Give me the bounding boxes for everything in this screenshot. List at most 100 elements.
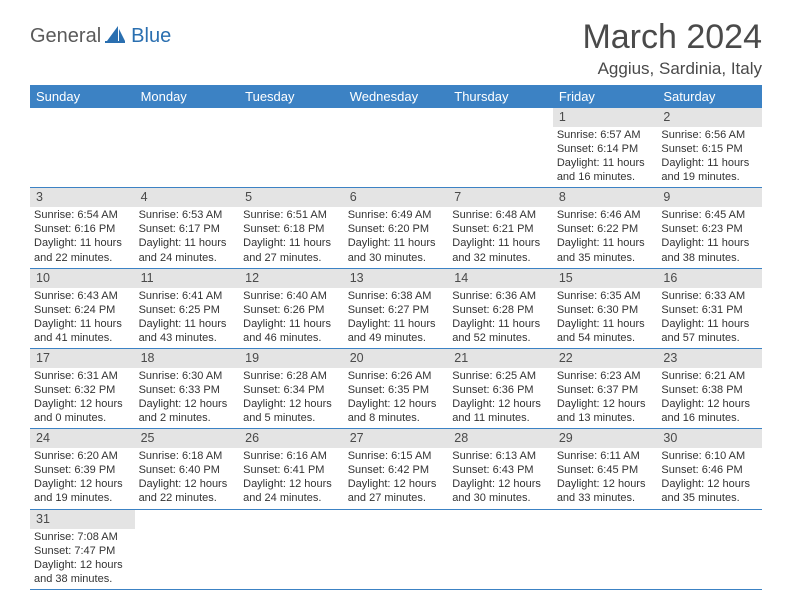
day-number-empty: [344, 510, 449, 529]
day-number: 3: [30, 188, 135, 207]
sunrise-line: Sunrise: 6:36 AM: [452, 289, 549, 303]
day2-line: and 54 minutes.: [557, 331, 654, 345]
day1-line: Daylight: 11 hours: [348, 317, 445, 331]
day-info: Sunrise: 6:30 AMSunset: 6:33 PMDaylight:…: [135, 368, 240, 428]
day2-line: and 35 minutes.: [557, 251, 654, 265]
day1-line: Daylight: 12 hours: [452, 477, 549, 491]
sunset-line: Sunset: 6:43 PM: [452, 463, 549, 477]
sunrise-line: Sunrise: 6:10 AM: [661, 449, 758, 463]
day-number: 4: [135, 188, 240, 207]
day-number-empty: [30, 108, 135, 127]
calendar-cell: 12Sunrise: 6:40 AMSunset: 6:26 PMDayligh…: [239, 268, 344, 348]
day-number: 13: [344, 269, 449, 288]
day2-line: and 52 minutes.: [452, 331, 549, 345]
day-number: 19: [239, 349, 344, 368]
day-number: 23: [657, 349, 762, 368]
day1-line: Daylight: 11 hours: [243, 236, 340, 250]
calendar-cell: 21Sunrise: 6:25 AMSunset: 6:36 PMDayligh…: [448, 348, 553, 428]
calendar-cell: [344, 509, 449, 589]
day-number-empty: [135, 510, 240, 529]
day1-line: Daylight: 12 hours: [243, 397, 340, 411]
day-number: 29: [553, 429, 658, 448]
day-info: Sunrise: 6:46 AMSunset: 6:22 PMDaylight:…: [553, 207, 658, 267]
calendar-cell: [135, 108, 240, 188]
day2-line: and 19 minutes.: [34, 491, 131, 505]
sunset-line: Sunset: 6:31 PM: [661, 303, 758, 317]
day-info: Sunrise: 6:31 AMSunset: 6:32 PMDaylight:…: [30, 368, 135, 428]
calendar-cell: 14Sunrise: 6:36 AMSunset: 6:28 PMDayligh…: [448, 268, 553, 348]
day-number: 17: [30, 349, 135, 368]
sunset-line: Sunset: 6:42 PM: [348, 463, 445, 477]
calendar-cell: 30Sunrise: 6:10 AMSunset: 6:46 PMDayligh…: [657, 429, 762, 509]
day-number: 25: [135, 429, 240, 448]
day-info: Sunrise: 6:15 AMSunset: 6:42 PMDaylight:…: [344, 448, 449, 508]
calendar-cell: 31Sunrise: 7:08 AMSunset: 7:47 PMDayligh…: [30, 509, 135, 589]
day-number: 30: [657, 429, 762, 448]
calendar-cell: 20Sunrise: 6:26 AMSunset: 6:35 PMDayligh…: [344, 348, 449, 428]
sunrise-line: Sunrise: 6:16 AM: [243, 449, 340, 463]
day2-line: and 33 minutes.: [557, 491, 654, 505]
calendar-cell: 22Sunrise: 6:23 AMSunset: 6:37 PMDayligh…: [553, 348, 658, 428]
day2-line: and 43 minutes.: [139, 331, 236, 345]
day1-line: Daylight: 12 hours: [139, 397, 236, 411]
sunrise-line: Sunrise: 6:25 AM: [452, 369, 549, 383]
day1-line: Daylight: 11 hours: [661, 156, 758, 170]
sunrise-line: Sunrise: 6:15 AM: [348, 449, 445, 463]
day-info: Sunrise: 6:18 AMSunset: 6:40 PMDaylight:…: [135, 448, 240, 508]
day1-line: Daylight: 12 hours: [34, 397, 131, 411]
sunrise-line: Sunrise: 6:41 AM: [139, 289, 236, 303]
day-number: 7: [448, 188, 553, 207]
day2-line: and 8 minutes.: [348, 411, 445, 425]
day1-line: Daylight: 12 hours: [139, 477, 236, 491]
day-info: Sunrise: 6:21 AMSunset: 6:38 PMDaylight:…: [657, 368, 762, 428]
day-number: 1: [553, 108, 658, 127]
month-title: March 2024: [582, 18, 762, 57]
day-info: Sunrise: 6:56 AMSunset: 6:15 PMDaylight:…: [657, 127, 762, 187]
day1-line: Daylight: 12 hours: [557, 397, 654, 411]
sunrise-line: Sunrise: 6:35 AM: [557, 289, 654, 303]
dayname: Monday: [135, 85, 240, 108]
day1-line: Daylight: 11 hours: [139, 317, 236, 331]
day2-line: and 24 minutes.: [139, 251, 236, 265]
day-info: Sunrise: 6:26 AMSunset: 6:35 PMDaylight:…: [344, 368, 449, 428]
calendar-cell: 9Sunrise: 6:45 AMSunset: 6:23 PMDaylight…: [657, 188, 762, 268]
calendar-cell: 13Sunrise: 6:38 AMSunset: 6:27 PMDayligh…: [344, 268, 449, 348]
sunset-line: Sunset: 6:18 PM: [243, 222, 340, 236]
calendar-week: 10Sunrise: 6:43 AMSunset: 6:24 PMDayligh…: [30, 268, 762, 348]
day2-line: and 11 minutes.: [452, 411, 549, 425]
sunrise-line: Sunrise: 6:45 AM: [661, 208, 758, 222]
sunrise-line: Sunrise: 6:48 AM: [452, 208, 549, 222]
day2-line: and 16 minutes.: [557, 170, 654, 184]
day2-line: and 22 minutes.: [34, 251, 131, 265]
calendar-cell: 5Sunrise: 6:51 AMSunset: 6:18 PMDaylight…: [239, 188, 344, 268]
day-number: 22: [553, 349, 658, 368]
calendar-cell: 24Sunrise: 6:20 AMSunset: 6:39 PMDayligh…: [30, 429, 135, 509]
day2-line: and 38 minutes.: [34, 572, 131, 586]
sunset-line: Sunset: 6:32 PM: [34, 383, 131, 397]
day1-line: Daylight: 11 hours: [452, 236, 549, 250]
dayname: Thursday: [448, 85, 553, 108]
day-number: 16: [657, 269, 762, 288]
day-info: Sunrise: 6:41 AMSunset: 6:25 PMDaylight:…: [135, 288, 240, 348]
sunset-line: Sunset: 6:35 PM: [348, 383, 445, 397]
sunset-line: Sunset: 6:21 PM: [452, 222, 549, 236]
calendar-cell: 6Sunrise: 6:49 AMSunset: 6:20 PMDaylight…: [344, 188, 449, 268]
sunrise-line: Sunrise: 6:56 AM: [661, 128, 758, 142]
calendar-cell: 16Sunrise: 6:33 AMSunset: 6:31 PMDayligh…: [657, 268, 762, 348]
sunset-line: Sunset: 6:34 PM: [243, 383, 340, 397]
sunset-line: Sunset: 6:45 PM: [557, 463, 654, 477]
calendar-cell: 15Sunrise: 6:35 AMSunset: 6:30 PMDayligh…: [553, 268, 658, 348]
sunrise-line: Sunrise: 6:40 AM: [243, 289, 340, 303]
calendar-week: 31Sunrise: 7:08 AMSunset: 7:47 PMDayligh…: [30, 509, 762, 589]
day-number-empty: [448, 510, 553, 529]
sunset-line: Sunset: 6:24 PM: [34, 303, 131, 317]
day-number-empty: [135, 108, 240, 127]
day-number: 31: [30, 510, 135, 529]
calendar-cell: 28Sunrise: 6:13 AMSunset: 6:43 PMDayligh…: [448, 429, 553, 509]
day-info: Sunrise: 6:35 AMSunset: 6:30 PMDaylight:…: [553, 288, 658, 348]
calendar-cell: 23Sunrise: 6:21 AMSunset: 6:38 PMDayligh…: [657, 348, 762, 428]
day1-line: Daylight: 12 hours: [348, 477, 445, 491]
day-info: Sunrise: 6:23 AMSunset: 6:37 PMDaylight:…: [553, 368, 658, 428]
dayname: Tuesday: [239, 85, 344, 108]
calendar-cell: 25Sunrise: 6:18 AMSunset: 6:40 PMDayligh…: [135, 429, 240, 509]
